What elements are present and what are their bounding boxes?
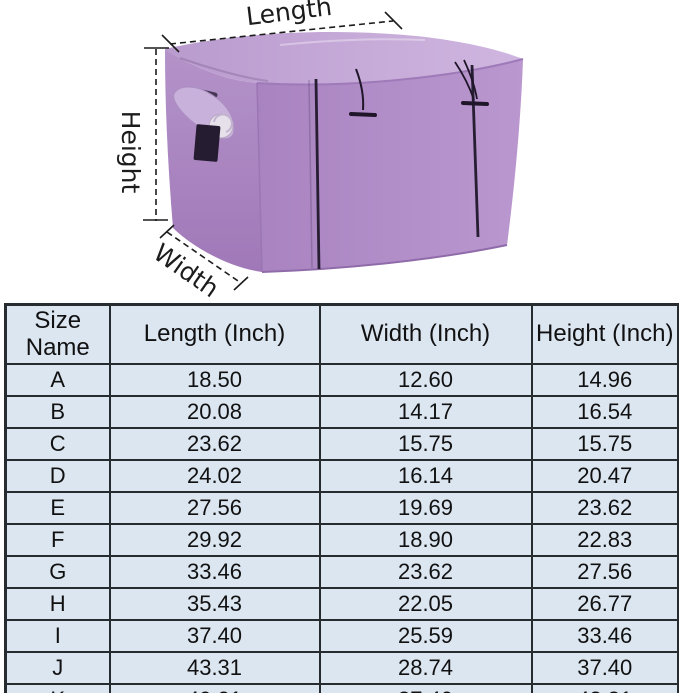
table-row: D 24.02 16.14 20.47	[4, 459, 679, 493]
width-tick-top	[159, 224, 175, 239]
length-cell: 29.92	[108, 523, 321, 557]
dimension-annotations	[143, 11, 403, 291]
length-cell: 27.56	[108, 491, 321, 525]
bag-bottom-edge	[261, 244, 508, 273]
length-tick-left	[161, 34, 180, 53]
zipper-pull-handle-left	[349, 112, 377, 117]
bag-left-front-edge	[256, 82, 263, 273]
length-label: Length	[244, 0, 333, 31]
width-cell: 12.60	[318, 363, 533, 397]
width-cell: 37.40	[318, 683, 533, 693]
col-header-length: Length (Inch)	[108, 303, 321, 365]
width-cell: 28.74	[318, 651, 533, 685]
width-cell: 18.90	[318, 523, 533, 557]
width-cell: 23.62	[318, 555, 533, 589]
front-zipper-right	[470, 64, 480, 238]
height-cell: 27.56	[530, 555, 679, 589]
handle-roll-spiral	[213, 113, 233, 133]
bag-top-front-edge	[256, 58, 524, 86]
zipper-pull-cord-left	[355, 68, 365, 111]
width-cell: 14.17	[318, 395, 533, 429]
table-row: E 27.56 19.69 23.62	[4, 491, 679, 525]
width-cell: 15.75	[318, 427, 533, 461]
table-row: C 23.62 15.75 15.75	[4, 427, 679, 461]
size-table: Size Name Length (Inch) Width (Inch) Hei…	[4, 303, 679, 693]
width-tick-bottom	[233, 276, 249, 291]
size-name-cell: E	[4, 491, 111, 525]
size-name-cell: J	[4, 651, 111, 685]
length-cell: 18.50	[108, 363, 321, 397]
table-row: J 43.31 28.74 37.40	[4, 651, 679, 685]
table-row: G 33.46 23.62 27.56	[4, 555, 679, 589]
width-cell: 25.59	[318, 619, 533, 653]
velcro-patch	[193, 124, 221, 162]
table-row: K 49.21 37.40 43.31	[4, 683, 679, 693]
storage-bag-body	[165, 32, 524, 273]
height-cell: 20.47	[530, 459, 679, 493]
size-name-cell: G	[4, 555, 111, 589]
col-header-width: Width (Inch)	[318, 303, 533, 365]
height-cell: 15.75	[530, 427, 679, 461]
length-cell: 49.21	[108, 683, 321, 693]
height-cell: 14.96	[530, 363, 679, 397]
size-name-cell: D	[4, 459, 111, 493]
height-cell: 22.83	[530, 523, 679, 557]
length-cell: 37.40	[108, 619, 321, 653]
width-cell: 19.69	[318, 491, 533, 525]
width-dimension-line	[166, 231, 242, 284]
table-row: F 29.92 18.90 22.83	[4, 523, 679, 557]
size-name-cell: A	[4, 363, 111, 397]
height-cell: 26.77	[530, 587, 679, 621]
width-cell: 22.05	[318, 587, 533, 621]
size-name-cell: C	[4, 427, 111, 461]
length-tick-right	[384, 11, 403, 30]
storage-bag-illustration: Length Height Width	[116, 0, 524, 303]
height-cell: 23.62	[530, 491, 679, 525]
width-cell: 16.14	[318, 459, 533, 493]
table-header-row: Size Name Length (Inch) Width (Inch) Hei…	[4, 303, 679, 365]
length-cell: 20.08	[108, 395, 321, 429]
length-cell: 23.62	[108, 427, 321, 461]
zipper-tape-seam	[308, 79, 313, 269]
bag-side-crease	[179, 57, 269, 82]
col-header-size-name: Size Name	[4, 303, 111, 365]
size-name-cell: K	[4, 683, 111, 693]
front-zipper-left	[314, 78, 321, 270]
height-cell: 43.31	[530, 683, 679, 693]
table-row: B 20.08 14.17 16.54	[4, 395, 679, 429]
length-cell: 24.02	[108, 459, 321, 493]
height-cell: 37.40	[530, 651, 679, 685]
length-cell: 33.46	[108, 555, 321, 589]
height-cell: 16.54	[530, 395, 679, 429]
zipper-pull-cord-right-a	[454, 61, 475, 101]
size-name-cell: I	[4, 619, 111, 653]
bag-top-face	[165, 32, 523, 85]
product-diagram: Length Height Width	[0, 0, 679, 303]
bag-front-face	[257, 59, 523, 272]
table-row: I 37.40 25.59 33.46	[4, 619, 679, 653]
col-header-height: Height (Inch)	[530, 303, 679, 365]
length-cell: 43.31	[108, 651, 321, 685]
height-cell: 33.46	[530, 619, 679, 653]
table-row: H 35.43 22.05 26.77	[4, 587, 679, 621]
length-dimension-line	[169, 20, 394, 45]
length-cell: 35.43	[108, 587, 321, 621]
size-name-cell: H	[4, 587, 111, 621]
size-name-cell: B	[4, 395, 111, 429]
size-name-cell: F	[4, 523, 111, 557]
zipper-pull-cord-right-b	[463, 59, 478, 100]
table-row: A 18.50 12.60 14.96	[4, 363, 679, 397]
zipper-pull-handle-right	[461, 101, 489, 106]
bag-top-wrinkle	[279, 38, 426, 46]
height-label: Height	[116, 111, 145, 194]
